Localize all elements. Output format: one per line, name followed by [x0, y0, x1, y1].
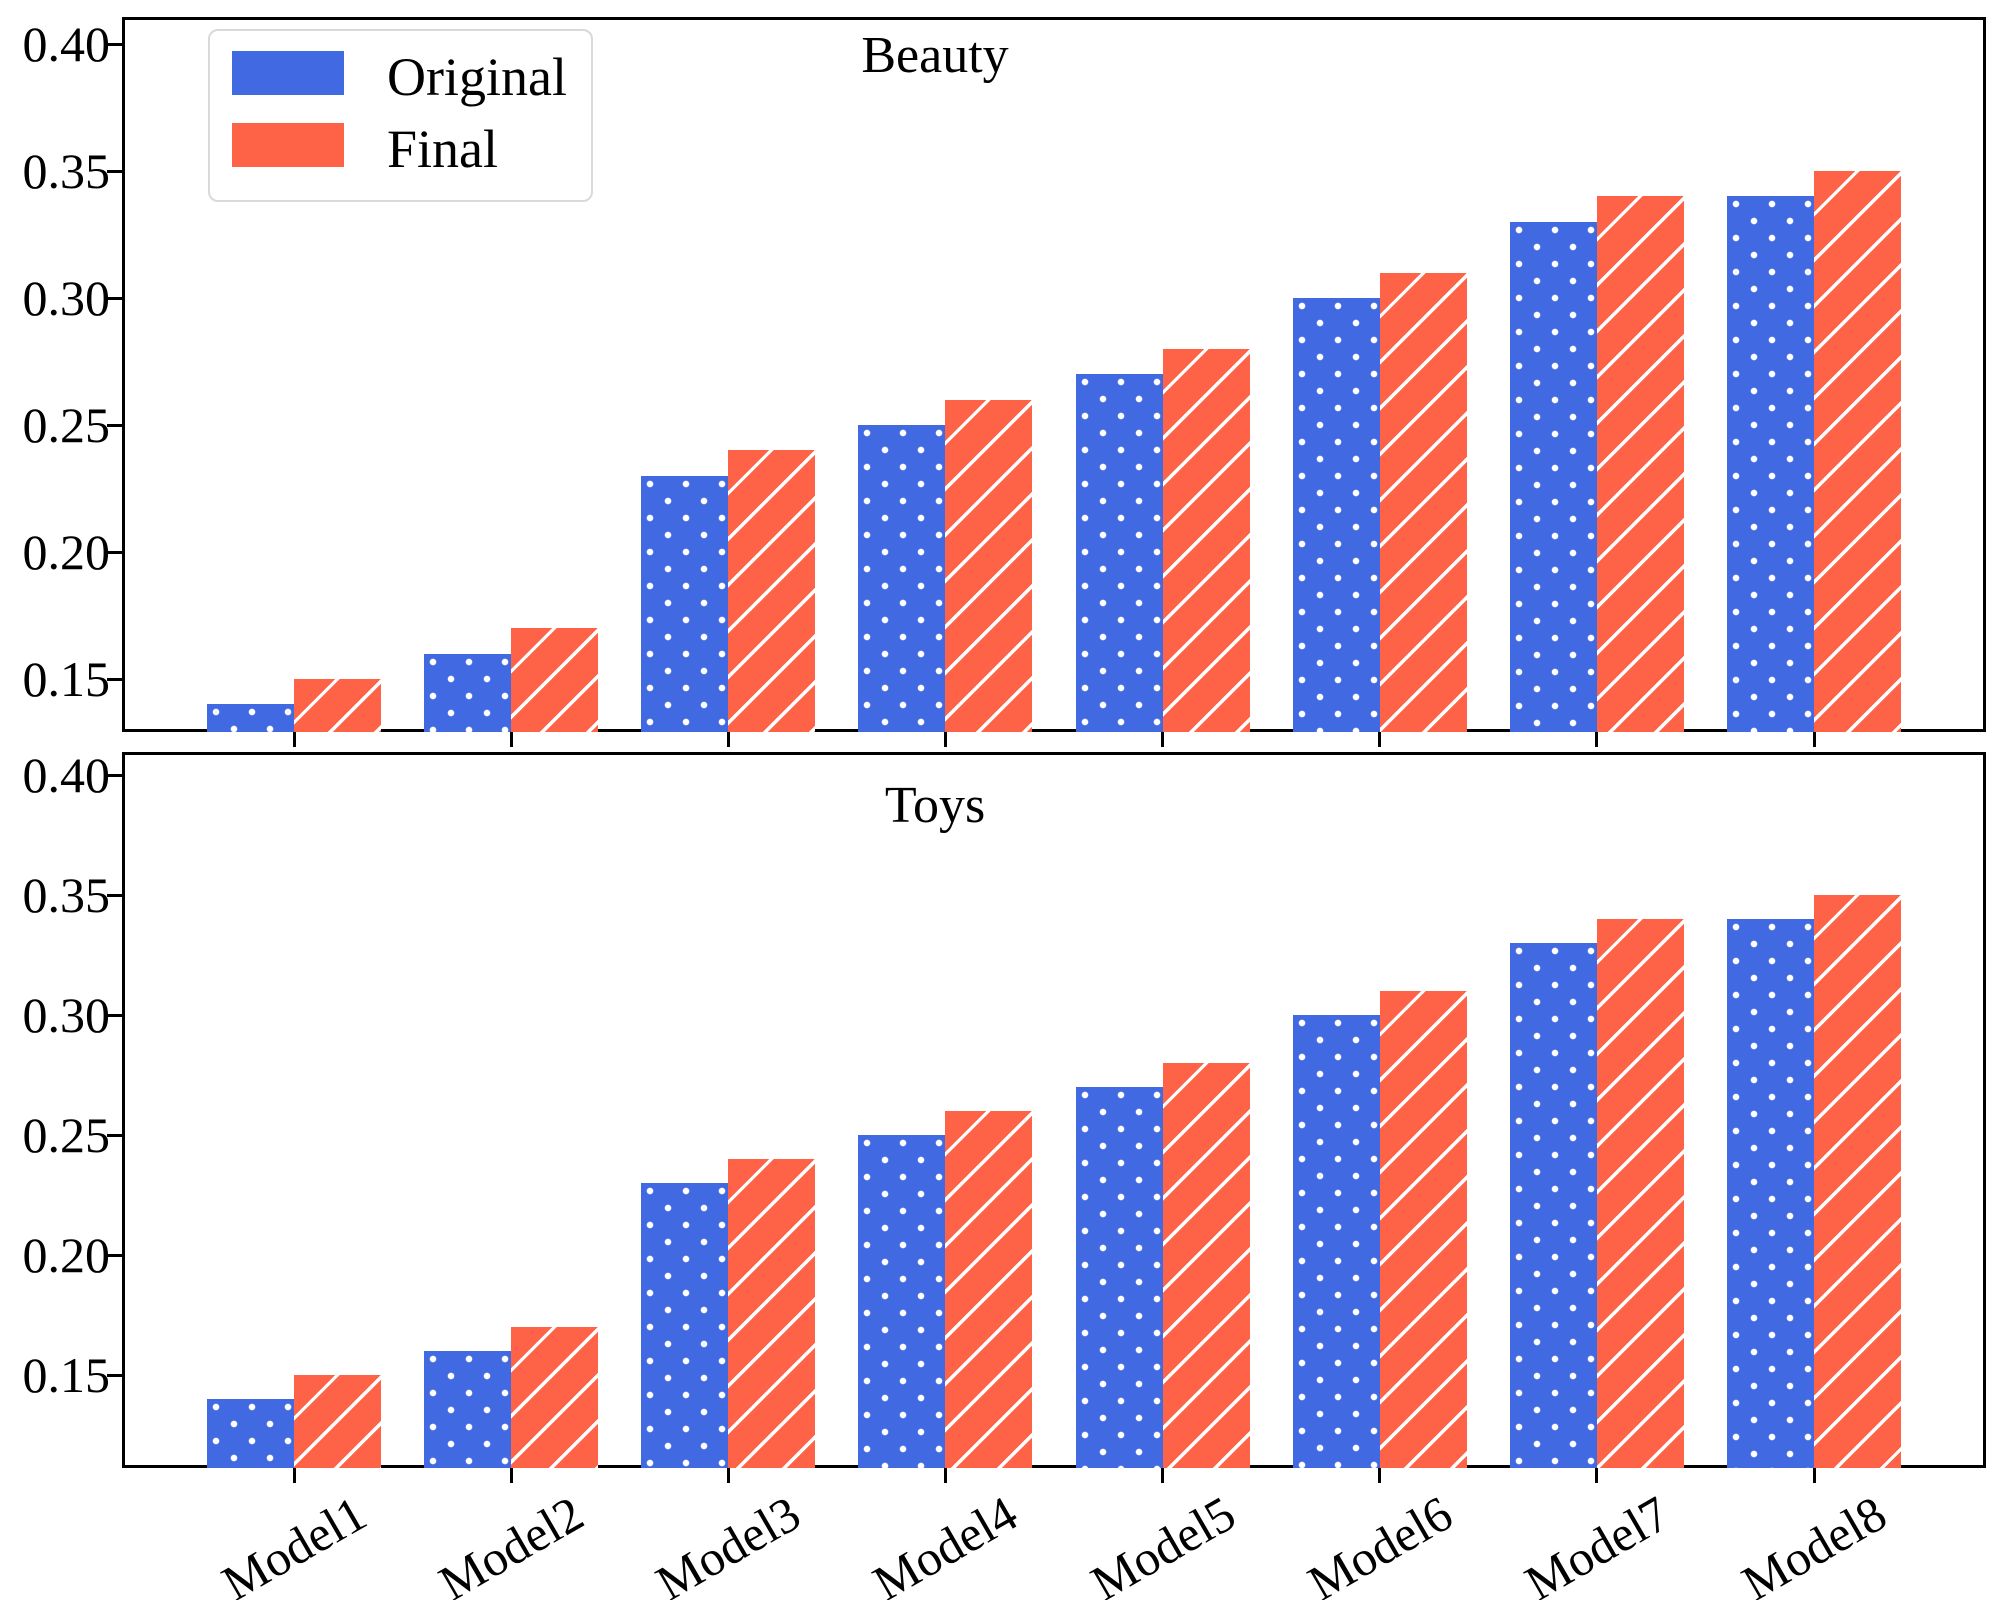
- y-tick-mark: [107, 1013, 122, 1017]
- x-tick-label-model4: Model4: [864, 1484, 1027, 1600]
- bar-final-model2: [511, 628, 599, 732]
- beauty-plot-frame: [122, 17, 1986, 732]
- y-tick-label: 0.35: [22, 867, 111, 923]
- x-tick-label-model1: Model1: [212, 1484, 376, 1600]
- x-tick-mark: [1161, 1468, 1165, 1483]
- bar-original-model2: [424, 653, 512, 732]
- x-tick-mark: [1595, 732, 1599, 747]
- bar-final-model1: [294, 679, 381, 732]
- x-tick-label-model8: Model8: [1732, 1484, 1896, 1600]
- y-tick-label: 0.25: [22, 397, 111, 453]
- bar-original-model5: [1075, 374, 1163, 732]
- bar-final-model8: [1814, 171, 1901, 732]
- bar-final-model6: [1379, 991, 1467, 1468]
- bar-original-model2: [424, 1351, 512, 1468]
- y-tick-mark: [107, 550, 122, 554]
- x-tick-mark: [1378, 732, 1382, 747]
- y-tick-label: 0.40: [22, 16, 111, 72]
- bar-final-model4: [945, 399, 1033, 732]
- x-tick-mark: [509, 732, 513, 747]
- x-tick-mark: [1812, 1468, 1816, 1483]
- x-tick-mark: [509, 1468, 513, 1483]
- x-tick-mark: [1812, 732, 1816, 747]
- y-tick-label: 0.20: [22, 524, 111, 580]
- legend: Original Final: [208, 29, 593, 202]
- bar-final-model8: [1814, 895, 1901, 1468]
- bar-original-model7: [1509, 221, 1597, 732]
- legend-label-final: Final: [387, 119, 499, 179]
- bar-final-model1: [294, 1375, 381, 1468]
- bar-original-model8: [1727, 196, 1814, 732]
- bar-final-model5: [1162, 1063, 1250, 1468]
- bar-final-model5: [1162, 348, 1250, 732]
- x-tick-mark: [292, 1468, 296, 1483]
- x-tick-label-model2: Model2: [429, 1484, 593, 1600]
- bar-original-model7: [1509, 943, 1597, 1468]
- y-tick-label: 0.20: [22, 1227, 111, 1283]
- y-tick-mark: [107, 1253, 122, 1257]
- bar-original-model1: [207, 1399, 294, 1468]
- bar-original-model5: [1075, 1087, 1163, 1468]
- legend-label-original: Original: [387, 47, 567, 107]
- y-tick-mark: [107, 773, 122, 777]
- toys-panel-title: Toys: [884, 777, 986, 834]
- x-tick-mark: [1378, 1468, 1382, 1483]
- bar-original-model4: [858, 1135, 946, 1468]
- bar-original-model6: [1292, 1015, 1380, 1468]
- y-tick-mark: [107, 893, 122, 897]
- y-tick-label: 0.30: [22, 987, 111, 1043]
- y-tick-label: 0.40: [22, 747, 111, 803]
- toys-plot-frame: [122, 752, 1986, 1468]
- x-tick-label-model6: Model6: [1298, 1484, 1462, 1600]
- bar-final-model3: [728, 450, 816, 732]
- x-tick-label-model5: Model5: [1081, 1484, 1244, 1600]
- bar-final-model7: [1596, 919, 1684, 1468]
- bar-original-model3: [641, 475, 729, 732]
- x-tick-mark: [1595, 1468, 1599, 1483]
- bar-final-model2: [511, 1327, 599, 1468]
- y-tick-label: 0.30: [22, 270, 111, 326]
- y-tick-mark: [107, 42, 122, 46]
- y-tick-mark: [107, 423, 122, 427]
- y-tick-label: 0.25: [22, 1107, 111, 1163]
- y-tick-mark: [107, 296, 122, 300]
- bar-final-model7: [1596, 196, 1684, 732]
- x-tick-mark: [1161, 732, 1165, 747]
- x-tick-label-model7: Model7: [1515, 1484, 1679, 1600]
- bar-original-model8: [1727, 919, 1814, 1468]
- x-tick-mark: [292, 732, 296, 747]
- legend-swatch-final: [232, 123, 344, 167]
- y-tick-label: 0.35: [22, 143, 111, 199]
- bar-original-model6: [1292, 298, 1380, 732]
- bar-original-model1: [207, 704, 294, 732]
- y-tick-mark: [107, 677, 122, 681]
- beauty-panel-title: Beauty: [861, 27, 1009, 84]
- bar-final-model6: [1379, 272, 1467, 732]
- legend-swatch-original: [232, 51, 344, 95]
- y-tick-label: 0.15: [22, 1347, 111, 1403]
- x-tick-mark: [943, 732, 947, 747]
- y-tick-mark: [107, 1373, 122, 1377]
- y-tick-mark: [107, 169, 122, 173]
- x-tick-label-model3: Model3: [646, 1484, 810, 1600]
- bar-final-model3: [728, 1159, 816, 1468]
- x-tick-mark: [943, 1468, 947, 1483]
- y-tick-label: 0.15: [22, 651, 111, 707]
- bar-original-model3: [641, 1183, 729, 1468]
- x-tick-mark: [726, 732, 730, 747]
- x-tick-mark: [726, 1468, 730, 1483]
- bar-final-model4: [945, 1111, 1033, 1468]
- y-tick-mark: [107, 1133, 122, 1137]
- bar-original-model4: [858, 425, 946, 732]
